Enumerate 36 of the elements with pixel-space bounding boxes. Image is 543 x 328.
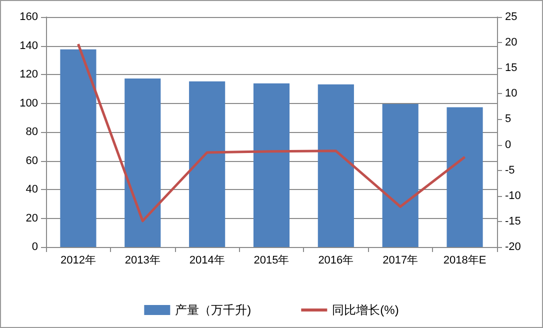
y2-tick-label: 20 xyxy=(505,36,518,49)
y-tick-label: 160 xyxy=(20,11,38,23)
bar xyxy=(382,104,418,247)
legend-label: 同比增长(%) xyxy=(332,303,399,317)
y-tick-label: 120 xyxy=(20,68,38,80)
y-tick-label: 80 xyxy=(26,126,38,138)
y-tick-label: 140 xyxy=(20,40,38,52)
bar xyxy=(253,83,290,247)
x-tick-label: 2014年 xyxy=(189,254,225,266)
x-tick-label: 2015年 xyxy=(254,254,290,266)
y-tick-label: 0 xyxy=(32,241,38,253)
y2-tick-label: 0 xyxy=(505,138,512,151)
y2-tick-label: 5 xyxy=(505,113,512,126)
y2-tick-label: -10 xyxy=(505,190,521,202)
bar xyxy=(318,84,354,247)
y2-tick-label: -5 xyxy=(505,164,515,176)
legend-label: 产量（万千升) xyxy=(175,303,252,317)
y-tick-label: 40 xyxy=(26,184,38,196)
bar xyxy=(446,107,483,247)
bar xyxy=(60,49,96,247)
y2-tick-label: 10 xyxy=(505,88,518,100)
bar xyxy=(189,81,226,247)
line-series xyxy=(76,42,466,222)
y-tick-label: 60 xyxy=(26,154,38,167)
bar xyxy=(124,78,161,247)
y2-tick-label: 25 xyxy=(505,11,518,23)
x-tick-label: 2016年 xyxy=(318,254,354,266)
x-tick-label: 2012年 xyxy=(60,254,96,266)
y-tick-label: 20 xyxy=(26,212,38,224)
y2-tick-label: 15 xyxy=(505,62,518,74)
y2-tick-label: -20 xyxy=(505,241,521,253)
x-tick-label: 2013年 xyxy=(124,254,160,266)
y-tick-label: 100 xyxy=(20,97,38,110)
y2-tick-label: -15 xyxy=(505,215,521,228)
x-tick-label: 2017年 xyxy=(382,254,418,266)
x-tick-label: 2018年E xyxy=(443,254,486,266)
